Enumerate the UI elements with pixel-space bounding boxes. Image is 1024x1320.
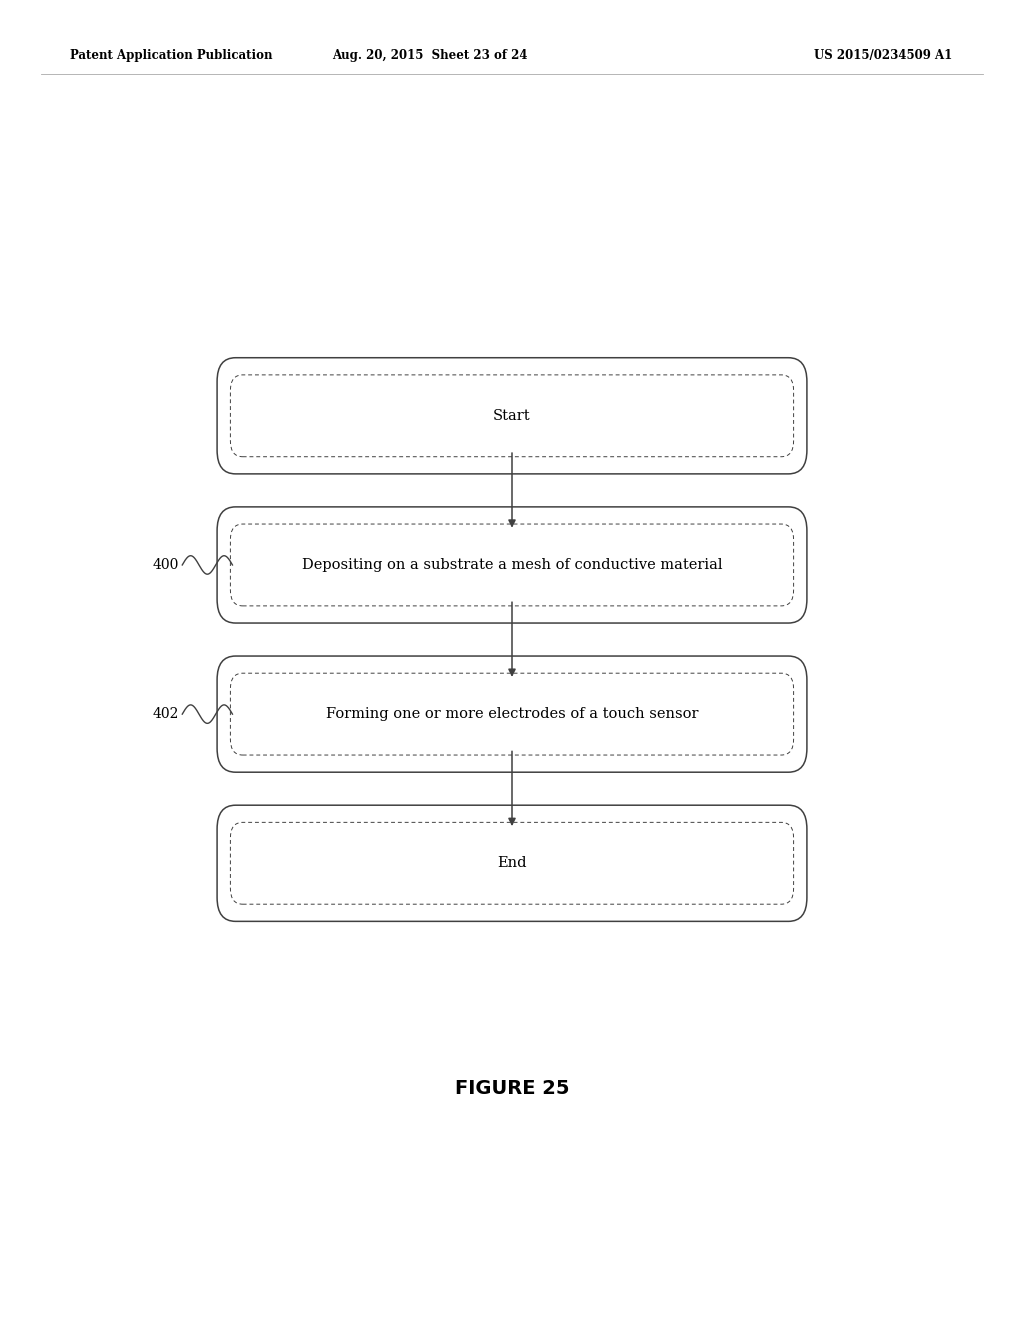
- Text: 400: 400: [153, 558, 179, 572]
- Text: Depositing on a substrate a mesh of conductive material: Depositing on a substrate a mesh of cond…: [302, 558, 722, 572]
- Text: 402: 402: [153, 708, 179, 721]
- Text: Forming one or more electrodes of a touch sensor: Forming one or more electrodes of a touc…: [326, 708, 698, 721]
- FancyBboxPatch shape: [217, 358, 807, 474]
- FancyBboxPatch shape: [217, 805, 807, 921]
- Text: Patent Application Publication: Patent Application Publication: [70, 49, 272, 62]
- Text: Aug. 20, 2015  Sheet 23 of 24: Aug. 20, 2015 Sheet 23 of 24: [333, 49, 527, 62]
- FancyBboxPatch shape: [217, 507, 807, 623]
- Text: FIGURE 25: FIGURE 25: [455, 1080, 569, 1098]
- Text: Start: Start: [494, 409, 530, 422]
- Text: US 2015/0234509 A1: US 2015/0234509 A1: [814, 49, 952, 62]
- Text: End: End: [498, 857, 526, 870]
- FancyBboxPatch shape: [217, 656, 807, 772]
